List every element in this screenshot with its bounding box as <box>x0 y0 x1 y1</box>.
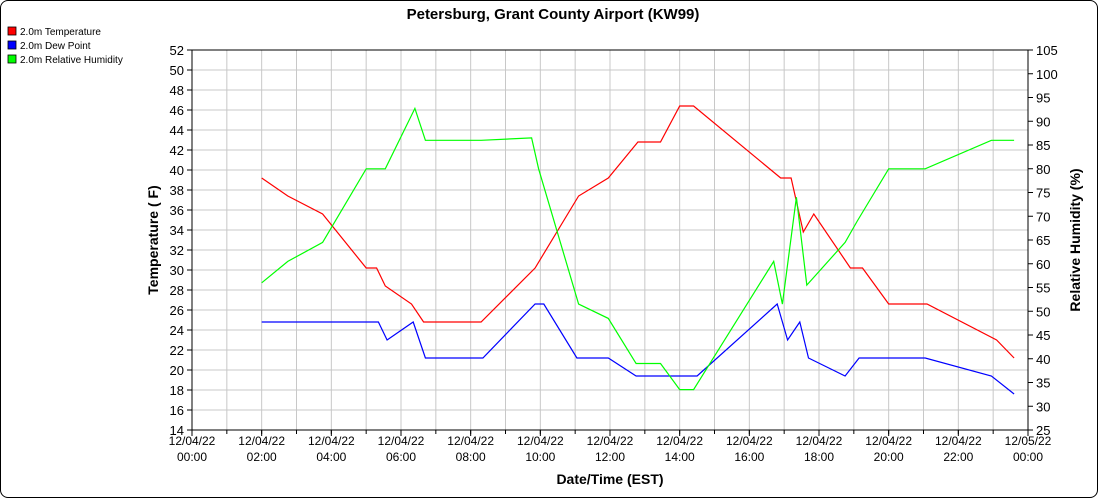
y-tick-label: 30 <box>170 263 184 278</box>
left-axis-ticks: 14 16 18 20 22 24 26 28 30 32 34 36 38 40 42 44 46 48 50 52 <box>170 43 192 438</box>
legend-swatch <box>7 26 17 36</box>
x-tick-date-label: 12/04/22 <box>935 434 982 448</box>
y-tick-label: 28 <box>170 283 184 298</box>
chart-title: Petersburg, Grant County Airport (KW99) <box>407 6 700 23</box>
y-tick-label: 16 <box>170 403 184 418</box>
y2-axis-title: Relative Humidity (%) <box>1067 168 1083 311</box>
x-tick-date-label: 12/04/22 <box>726 434 773 448</box>
series-lines <box>261 105 1015 395</box>
x-tick-time-label: 22:00 <box>943 450 973 464</box>
legend-label: 2.0m Relative Humidity <box>20 55 123 66</box>
x-tick-time-label: 10:00 <box>525 450 555 464</box>
legend-label: 2.0m Temperature <box>20 27 101 38</box>
x-tick-date-label: 12/04/22 <box>656 434 703 448</box>
y2-tick-label: 75 <box>1036 186 1050 201</box>
y-tick-label: 40 <box>170 163 184 178</box>
y2-tick-label: 100 <box>1036 67 1058 82</box>
y-tick-label: 24 <box>170 323 184 338</box>
y-tick-label: 14 <box>170 423 184 438</box>
y2-tick-label: 90 <box>1036 114 1050 129</box>
y2-tick-label: 40 <box>1036 352 1050 367</box>
x-tick-date-label: 12/04/22 <box>308 434 355 448</box>
y2-tick-label: 25 <box>1036 423 1050 438</box>
y-tick-label: 48 <box>170 83 184 98</box>
y2-tick-label: 70 <box>1036 209 1050 224</box>
series-line-3 <box>261 106 1015 391</box>
y-tick-label: 38 <box>170 183 184 198</box>
y2-tick-label: 85 <box>1036 138 1050 153</box>
y-tick-label: 18 <box>170 383 184 398</box>
x-tick-time-label: 00:00 <box>1013 450 1043 464</box>
y-tick-label: 22 <box>170 343 184 358</box>
series-line-2 <box>261 302 1015 395</box>
x-axis-ticks: 12/04/22 00:00 12/04/22 02:00 12/04/22 04:00 1… <box>169 430 1052 464</box>
y-tick-label: 26 <box>170 303 184 318</box>
x-tick-time-label: 08:00 <box>456 450 486 464</box>
y-tick-label: 46 <box>170 103 184 118</box>
x-tick-date-label: 12/04/22 <box>796 434 843 448</box>
y2-tick-label: 105 <box>1036 43 1058 58</box>
x-tick-date-label: 12/04/22 <box>169 434 216 448</box>
y2-tick-label: 45 <box>1036 328 1050 343</box>
y-tick-label: 34 <box>170 223 184 238</box>
y2-tick-label: 65 <box>1036 233 1050 248</box>
y2-tick-label: 30 <box>1036 399 1050 414</box>
y-tick-label: 20 <box>170 363 184 378</box>
x-tick-date-label: 12/04/22 <box>447 434 494 448</box>
x-tick-date-label: 12/04/22 <box>865 434 912 448</box>
x-tick-date-label: 12/04/22 <box>238 434 285 448</box>
y2-tick-label: 55 <box>1036 281 1050 296</box>
legend-swatch <box>7 40 17 50</box>
x-tick-date-label: 12/05/22 <box>1005 434 1052 448</box>
grid <box>191 49 1029 431</box>
y-tick-label: 42 <box>170 143 184 158</box>
x-tick-time-label: 04:00 <box>316 450 346 464</box>
series-line-1 <box>261 105 1015 359</box>
y-tick-label: 36 <box>170 203 184 218</box>
x-tick-date-label: 12/04/22 <box>378 434 425 448</box>
legend: 2.0m Temperature 2.0m Dew Point 2.0m Relat… <box>7 26 123 66</box>
x-tick-time-label: 20:00 <box>874 450 904 464</box>
x-tick-date-label: 12/04/22 <box>587 434 634 448</box>
x-tick-time-label: 02:00 <box>247 450 277 464</box>
x-tick-time-label: 12:00 <box>595 450 625 464</box>
x-tick-time-label: 06:00 <box>386 450 416 464</box>
y2-tick-label: 50 <box>1036 304 1050 319</box>
y-tick-label: 44 <box>170 123 184 138</box>
right-axis-ticks: 25 30 35 40 45 50 55 60 65 70 75 80 85 90 95 100 105 <box>1028 43 1058 438</box>
y2-tick-label: 80 <box>1036 162 1050 177</box>
x-tick-time-label: 14:00 <box>665 450 695 464</box>
y2-tick-label: 35 <box>1036 376 1050 391</box>
x-tick-date-label: 12/04/22 <box>517 434 564 448</box>
x-tick-time-label: 00:00 <box>177 450 207 464</box>
x-tick-time-label: 16:00 <box>734 450 764 464</box>
x-axis-title: Date/Time (EST) <box>556 471 663 487</box>
x-tick-time-label: 18:00 <box>804 450 834 464</box>
y-axis-title: Temperature ( F) <box>145 185 161 294</box>
legend-swatch <box>7 54 17 64</box>
y-tick-label: 52 <box>170 43 184 58</box>
y2-tick-label: 95 <box>1036 91 1050 106</box>
legend-label: 2.0m Dew Point <box>20 41 91 52</box>
y-tick-label: 32 <box>170 243 184 258</box>
y2-tick-label: 60 <box>1036 257 1050 272</box>
y-tick-label: 50 <box>170 63 184 78</box>
